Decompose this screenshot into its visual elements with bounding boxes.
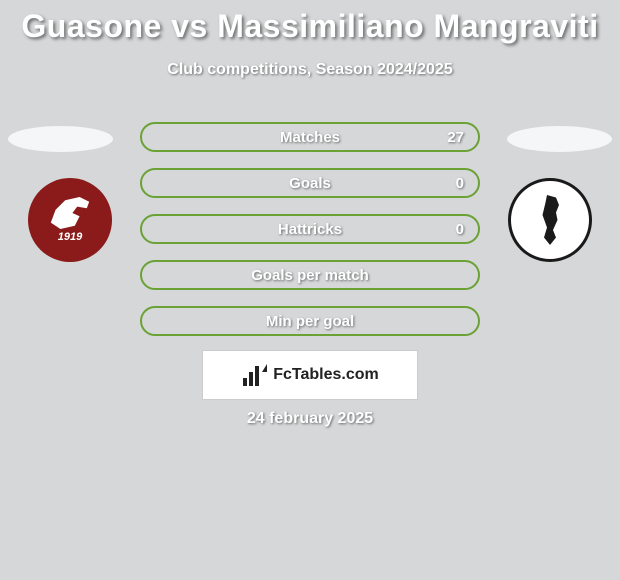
player-right-placeholder: [507, 126, 612, 152]
badge-year: 1919: [58, 231, 82, 243]
stat-row-matches: Matches 27: [140, 122, 480, 152]
team-badge-left: 1919: [20, 178, 120, 262]
stat-label: Goals per match: [251, 267, 369, 284]
season-subtitle: Club competitions, Season 2024/2025: [0, 61, 620, 79]
stat-label: Goals: [289, 175, 331, 192]
shield-icon: [508, 178, 592, 262]
brand-text: FcTables.com: [273, 366, 379, 384]
brand-box: FcTables.com: [202, 350, 418, 400]
comparison-title: Guasone vs Massimiliano Mangraviti: [0, 0, 620, 45]
stat-row-gpm: Goals per match: [140, 260, 480, 290]
stat-value: 0: [456, 221, 464, 238]
stat-row-mpg: Min per goal: [140, 306, 480, 336]
stat-value: 0: [456, 175, 464, 192]
stats-list: Matches 27 Goals 0 Hattricks 0 Goals per…: [140, 122, 480, 352]
stat-row-hattricks: Hattricks 0: [140, 214, 480, 244]
shield-icon: 1919: [28, 178, 112, 262]
snapshot-date: 24 february 2025: [0, 410, 620, 428]
player-left-placeholder: [8, 126, 113, 152]
seahorse-icon: [535, 195, 565, 245]
stat-row-goals: Goals 0: [140, 168, 480, 198]
horse-icon: [46, 197, 94, 229]
chart-icon: [241, 364, 267, 386]
stat-label: Matches: [280, 129, 340, 146]
stat-value: 27: [447, 129, 464, 146]
stat-label: Min per goal: [266, 313, 354, 330]
stat-label: Hattricks: [278, 221, 342, 238]
team-badge-right: [500, 178, 600, 262]
